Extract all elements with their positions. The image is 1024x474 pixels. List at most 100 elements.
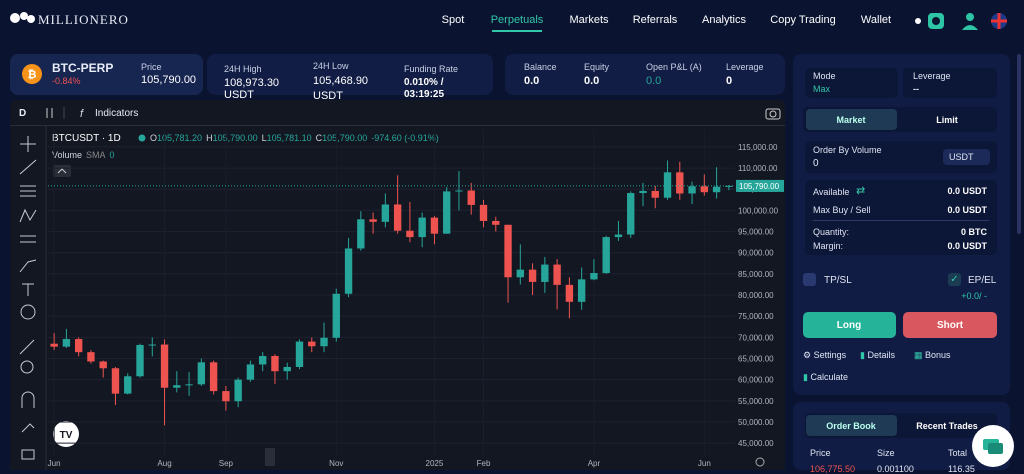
collapse-button[interactable] xyxy=(53,165,71,177)
indicators-button[interactable]: Indicators xyxy=(95,108,139,119)
link[interactable]: ▮ Details xyxy=(860,350,895,360)
candle-body xyxy=(406,230,414,238)
link-text[interactable]: Bonus xyxy=(925,350,951,360)
candle-body xyxy=(627,193,635,235)
y-tick-label: 55,000.00 xyxy=(738,397,774,406)
candle-body xyxy=(467,190,475,205)
nav-link[interactable]: Copy Trading xyxy=(770,14,836,26)
nav-icons[interactable] xyxy=(910,10,1020,32)
leverage-value: -- xyxy=(913,84,919,94)
tab[interactable]: Recent Trades xyxy=(916,421,978,431)
epel-value: +0.0/ - xyxy=(961,291,987,301)
settings-icon[interactable] xyxy=(755,457,765,467)
candle-body xyxy=(663,172,672,198)
mode-label: Mode xyxy=(813,71,836,81)
column-header: Price xyxy=(810,448,831,458)
tpsl-checkbox[interactable] xyxy=(803,273,816,286)
mode[interactable]: Max xyxy=(813,84,831,94)
y-tick-label: 85,000.00 xyxy=(738,270,774,279)
link-text[interactable]: Settings xyxy=(813,350,847,360)
mode-box[interactable] xyxy=(805,68,898,98)
camera-icon[interactable] xyxy=(765,106,781,120)
nav-link[interactable]: Wallet xyxy=(860,14,892,26)
nav-link[interactable]: Spot xyxy=(441,14,465,26)
candle-body xyxy=(614,234,623,238)
candle-body xyxy=(455,190,463,192)
short-button[interactable] xyxy=(903,312,997,338)
swap-icon[interactable]: ⇄ xyxy=(856,185,866,197)
nav-link[interactable]: Markets xyxy=(569,14,609,26)
nav-link[interactable]: Perpetuals xyxy=(490,14,544,26)
y-tick-label: 45,000.00 xyxy=(738,439,774,448)
candle-body xyxy=(688,186,696,194)
tpsl: TP/SL xyxy=(824,275,852,286)
interval[interactable]: D xyxy=(19,108,27,119)
scrollbar[interactable] xyxy=(1017,54,1021,234)
candle-body xyxy=(712,186,721,193)
volume: 0 xyxy=(813,158,819,169)
price-label: Price xyxy=(141,62,162,72)
link-text[interactable]: Calculate xyxy=(810,372,848,382)
pnl-label: Open P&L (A) xyxy=(646,62,702,72)
nav-link[interactable]: Analytics xyxy=(701,14,747,26)
chat-button[interactable] xyxy=(968,424,1018,468)
scroll-handle[interactable] xyxy=(265,448,275,466)
candle-body xyxy=(357,219,365,249)
book-total: 116.35 xyxy=(948,464,975,474)
nav-link[interactable]: Referrals xyxy=(632,14,678,26)
candle-body xyxy=(160,344,169,388)
currency-select[interactable] xyxy=(943,149,990,165)
volume-label: Order By Volume xyxy=(813,145,882,155)
link[interactable]: ⚙ Settings xyxy=(803,350,847,360)
link[interactable]: ▮ Calculate xyxy=(803,372,848,382)
candle-body xyxy=(492,220,500,225)
candle-body xyxy=(50,343,58,347)
candle-body xyxy=(74,339,83,353)
candle-body xyxy=(259,355,267,365)
tab[interactable]: Order Book xyxy=(826,421,876,431)
svg-text:₿: ₿ xyxy=(28,69,37,81)
toolbar-icons[interactable]: f xyxy=(44,106,84,120)
candle-body xyxy=(173,385,181,388)
low: 105,468.90 USDT xyxy=(313,75,369,102)
candle-body xyxy=(234,379,242,402)
currency: USDT xyxy=(949,152,974,162)
long-button[interactable] xyxy=(803,312,896,338)
epel-checkbox[interactable]: ✓ xyxy=(948,273,961,286)
x-tick-label: Jun xyxy=(698,459,711,468)
candle-body xyxy=(332,293,340,338)
drawing-tools[interactable] xyxy=(19,136,37,460)
chart-title: BTCUSDT · 1D xyxy=(52,133,121,144)
tab[interactable]: Limit xyxy=(936,115,958,125)
candle-body xyxy=(148,344,156,346)
y-tick-label: 50,000.00 xyxy=(738,418,774,427)
candle-body xyxy=(197,362,206,385)
logo[interactable] xyxy=(10,10,36,31)
leverage-label: Leverage xyxy=(726,62,764,72)
candle-body xyxy=(639,190,647,194)
toolbar-border xyxy=(10,125,785,126)
equity-label: Equity xyxy=(584,62,610,72)
candle-body xyxy=(565,284,574,302)
candle-body xyxy=(651,190,659,198)
available-label: Available xyxy=(813,187,850,197)
tab[interactable]: Market xyxy=(836,115,866,125)
high-label: 24H High xyxy=(224,64,262,74)
link-text[interactable]: Details xyxy=(867,350,895,360)
leverage-label: Leverage xyxy=(913,71,951,81)
y-tick-label: 95,000.00 xyxy=(738,228,774,237)
short-label: Short xyxy=(936,320,964,331)
svg-text:f: f xyxy=(80,108,84,120)
book-size: 0.001100 xyxy=(877,464,914,474)
candle-body xyxy=(87,352,95,362)
tab-active xyxy=(806,109,897,130)
quantity: 0 BTC xyxy=(960,227,987,237)
x-tick-label: Aug xyxy=(157,459,171,468)
candle-body xyxy=(528,269,537,282)
candle-body xyxy=(111,368,120,394)
leverage-box[interactable] xyxy=(903,68,997,98)
candle-body xyxy=(590,273,598,280)
balance-label: Balance xyxy=(524,62,557,72)
link[interactable]: ▦ Bonus xyxy=(914,350,951,360)
